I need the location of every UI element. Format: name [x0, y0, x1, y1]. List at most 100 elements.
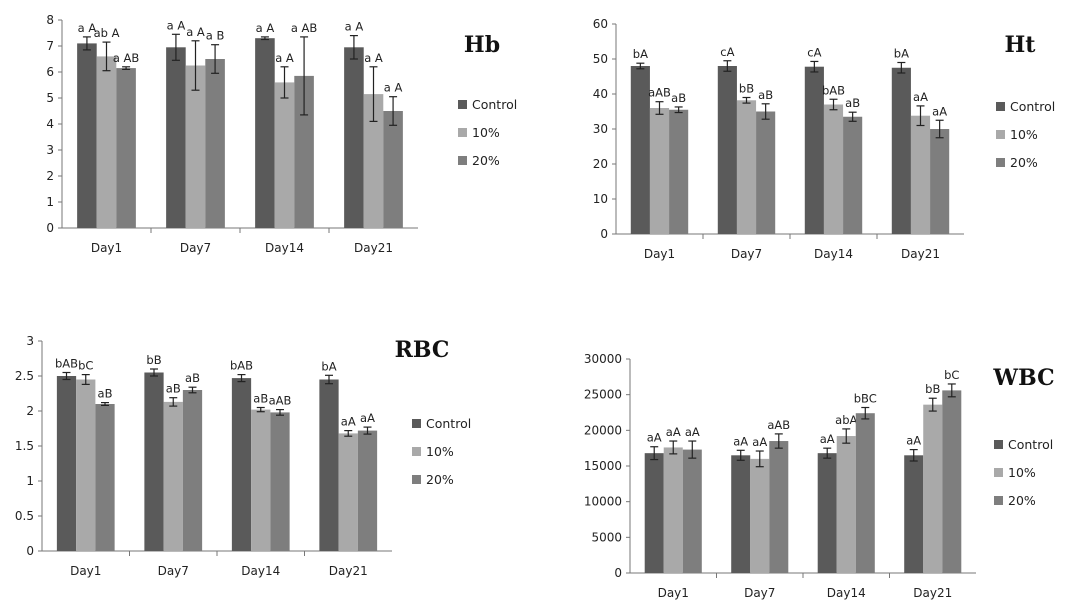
x-category-label: Day21 — [913, 586, 952, 600]
data-label: aA — [360, 411, 375, 425]
bar — [644, 453, 664, 573]
data-label: bB — [146, 353, 161, 367]
chart-title: RBC — [395, 337, 450, 363]
bar — [116, 68, 136, 228]
bar — [817, 453, 837, 573]
x-category-label: Day1 — [644, 247, 675, 261]
x-category-label: Day1 — [91, 241, 122, 255]
y-tick-label: 1 — [26, 474, 34, 488]
bar — [717, 66, 737, 234]
bar — [630, 66, 650, 234]
bar — [904, 455, 924, 573]
bar — [669, 109, 689, 234]
y-tick-label: 20000 — [584, 423, 622, 437]
legend-label: Control — [472, 97, 517, 112]
y-tick-label: 60 — [593, 17, 608, 31]
bar — [383, 111, 403, 228]
bar — [804, 66, 824, 234]
x-category-label: Day14 — [265, 241, 304, 255]
data-label: a AB — [113, 51, 140, 65]
bar — [255, 38, 275, 229]
x-category-label: Day14 — [827, 586, 866, 600]
data-label: a A — [256, 21, 275, 35]
data-label: aA — [647, 431, 662, 445]
data-label: bA — [894, 47, 909, 61]
data-label: bAB — [822, 83, 845, 97]
bar — [910, 115, 931, 234]
data-label: aB — [185, 371, 200, 385]
y-tick-label: 0 — [614, 566, 622, 580]
data-label: a AB — [291, 21, 318, 35]
data-label: aB — [845, 96, 860, 110]
data-label: aB — [166, 382, 181, 396]
bar — [76, 379, 96, 551]
data-label: aA — [666, 425, 681, 439]
data-label: aA — [820, 432, 835, 446]
legend-label: 10% — [426, 444, 454, 459]
bar — [843, 116, 863, 234]
legend-swatch — [412, 419, 421, 428]
data-label: aA — [341, 415, 356, 429]
chart-title: WBC — [992, 365, 1054, 391]
data-label: cA — [720, 45, 734, 59]
data-label: a A — [186, 25, 205, 39]
legend-swatch — [458, 100, 467, 109]
data-label: a B — [206, 29, 225, 43]
legend-swatch — [412, 447, 421, 456]
data-label: a A — [275, 51, 294, 65]
legend-label: 10% — [1008, 465, 1036, 480]
y-tick-label: 25000 — [584, 388, 622, 402]
bar — [682, 449, 702, 573]
y-tick-label: 5000 — [591, 530, 622, 544]
data-label: bBC — [854, 392, 877, 406]
y-tick-label: 2 — [26, 404, 34, 418]
bar — [338, 433, 358, 551]
legend-label: 10% — [472, 125, 500, 140]
bar — [294, 75, 314, 229]
data-label: aA — [906, 434, 921, 448]
bar — [251, 409, 271, 551]
bar — [56, 376, 77, 551]
chart-wbc: 0 5000 10000 15000 20000 25000 30000 Day1 aA aA aA… — [538, 300, 1073, 600]
data-label: bB — [925, 382, 940, 396]
bar — [756, 111, 776, 234]
data-label: aAB — [648, 86, 671, 100]
x-category-label: Day14 — [241, 564, 280, 578]
x-category-label: Day21 — [354, 241, 393, 255]
bar — [95, 404, 115, 551]
data-label: bC — [78, 359, 93, 373]
y-tick-label: 8 — [46, 13, 54, 27]
y-tick-label: 2.5 — [15, 369, 34, 383]
y-tick-label: 0 — [600, 227, 608, 241]
x-category-label: Day7 — [180, 241, 211, 255]
data-label: a A — [364, 51, 383, 65]
x-category-label: Day1 — [658, 586, 689, 600]
legend-label: 20% — [1010, 155, 1038, 170]
legend-label: 20% — [472, 153, 500, 168]
data-label: aB — [98, 387, 113, 401]
bar — [855, 413, 875, 573]
bar — [144, 372, 164, 551]
bar — [731, 455, 751, 573]
legend-swatch — [994, 496, 1003, 505]
y-tick-label: 10 — [593, 192, 608, 206]
x-category-label: Day1 — [70, 564, 101, 578]
y-tick-label: 0 — [46, 221, 54, 235]
y-tick-label: 30000 — [584, 352, 622, 366]
bar — [649, 108, 670, 234]
data-label: aA — [913, 90, 928, 104]
y-tick-label: 3 — [46, 143, 54, 157]
legend-swatch — [996, 102, 1005, 111]
legend-label: 20% — [1008, 493, 1036, 508]
x-category-label: Day21 — [329, 564, 368, 578]
data-label: a A — [345, 20, 364, 34]
data-label: aA — [932, 104, 947, 118]
bar — [823, 104, 844, 234]
data-label: cA — [807, 45, 821, 59]
legend-label: Control — [1008, 437, 1053, 452]
data-label: a A — [167, 18, 186, 32]
data-label: aA — [752, 435, 767, 449]
legend-swatch — [994, 440, 1003, 449]
